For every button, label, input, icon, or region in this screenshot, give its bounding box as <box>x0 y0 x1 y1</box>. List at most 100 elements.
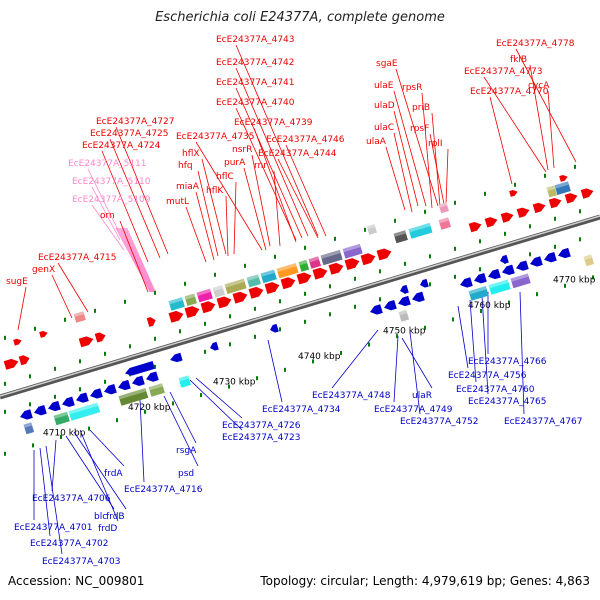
forward-gene <box>344 258 360 270</box>
outer-tick <box>184 281 186 286</box>
feature-block <box>276 263 299 279</box>
outer-tick <box>312 359 314 364</box>
connector-line <box>87 168 119 231</box>
inner-tick <box>329 312 331 317</box>
gene-label: EcE24377A_4749 <box>374 405 453 415</box>
connector-line <box>235 107 297 241</box>
gene-label: EcE24377A_4723 <box>222 433 301 443</box>
outer-tick <box>508 300 510 305</box>
inner-tick <box>279 327 281 332</box>
reverse-gene <box>488 268 501 280</box>
reverse-gene <box>170 352 183 363</box>
connector-line <box>235 67 309 237</box>
forward-gene <box>184 306 200 318</box>
forward-gene <box>296 272 312 285</box>
inner-tick <box>79 359 81 364</box>
connector-line <box>195 141 263 251</box>
outer-tick <box>124 299 126 304</box>
inner-tick <box>104 351 106 356</box>
inner-tick <box>129 344 131 349</box>
kbp-label: 4730 kbp <box>213 378 256 388</box>
gene-label: blc <box>94 512 107 522</box>
feature-block <box>308 256 322 269</box>
gene-label: EcE24377A_5109 <box>72 195 151 205</box>
connector-line <box>489 96 513 185</box>
forward-gene <box>559 174 568 182</box>
connector-line <box>285 144 327 237</box>
inner-tick <box>4 381 6 386</box>
reverse-gene <box>34 405 47 416</box>
reverse-gene <box>516 260 529 271</box>
gene-features[interactable] <box>3 174 595 435</box>
forward-gene <box>500 212 514 223</box>
outer-tick <box>4 335 6 340</box>
inner-tick <box>4 409 6 414</box>
pseudo-stripe <box>122 227 154 293</box>
feature-block <box>260 269 277 284</box>
connector-line <box>469 299 477 383</box>
feature-block <box>246 274 261 288</box>
connector-line <box>457 305 469 369</box>
gene-label: EcE24377A_4706 <box>32 494 111 504</box>
reverse-gene <box>62 396 75 407</box>
feature-block <box>178 375 192 388</box>
feature-block <box>224 278 247 294</box>
forward-gene <box>328 262 344 275</box>
gene-label: EcE24377A_4741 <box>216 78 295 88</box>
feature-block <box>554 181 571 195</box>
reverse-gene <box>125 361 155 376</box>
backbone <box>0 214 600 400</box>
connector-line <box>169 391 197 444</box>
gene-label: EcE24377A_4735 <box>176 132 255 142</box>
feature-block <box>393 230 408 244</box>
inner-tick <box>304 291 306 296</box>
text-labels: 4710 kbp 4720 kbp 4730 kbp 4740 kbp 4750 kbp… <box>6 35 596 567</box>
inner-tick <box>104 379 106 384</box>
inner-tick <box>554 216 556 221</box>
connector-line <box>481 295 489 395</box>
connector-line <box>393 110 419 207</box>
gene-label: EcE24377A_4726 <box>222 421 301 431</box>
connector-line <box>393 132 413 213</box>
gene-label: frdA <box>104 469 123 479</box>
forward-gene <box>280 277 296 290</box>
forward-gene <box>360 253 376 266</box>
forward-gene <box>216 296 232 309</box>
reverse-gene <box>460 277 473 288</box>
feature-block <box>212 285 226 298</box>
connector-line <box>201 158 227 255</box>
forward-gene <box>18 355 30 366</box>
gene-label: psd <box>178 469 194 479</box>
inner-tick <box>379 297 381 302</box>
gene-label: EcE24377A_4748 <box>312 391 391 401</box>
feature-block <box>148 383 165 397</box>
gene-label: EcE24377A_4725 <box>90 129 169 139</box>
forward-gene <box>580 188 594 199</box>
gene-label: EcE24377A_4734 <box>262 405 341 415</box>
reverse-gene <box>132 375 145 386</box>
outer-tick <box>228 384 230 389</box>
reverse-gene <box>400 284 409 294</box>
backbone-highlight <box>0 215 600 397</box>
connector-line <box>45 445 63 555</box>
outer-tick <box>116 418 118 423</box>
feature-block <box>510 273 531 289</box>
connector-line <box>235 87 303 239</box>
outer-tick <box>304 245 306 250</box>
pseudo-stripe <box>126 227 156 293</box>
feature-block <box>53 411 70 426</box>
gene-label: EcE24377A_4715 <box>38 253 117 263</box>
kbp-label: 4750 kbp <box>383 327 426 337</box>
connector-line <box>51 274 73 319</box>
reverse-gene <box>76 392 89 403</box>
outer-tick <box>32 443 34 448</box>
connector-line <box>277 158 319 239</box>
pseudo-stripe <box>125 227 156 293</box>
connector-line <box>483 76 547 173</box>
connector-line <box>87 427 125 467</box>
gene-label: miaA <box>176 182 200 192</box>
connector-line <box>39 447 51 537</box>
connector-line <box>163 395 199 467</box>
gene-label: ulaE <box>374 81 394 91</box>
